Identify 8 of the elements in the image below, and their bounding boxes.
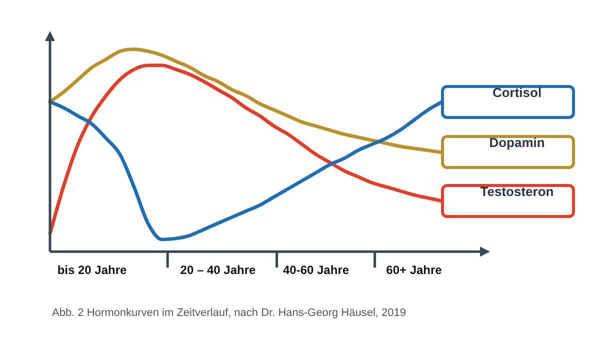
x-tick-label: bis 20 Jahre (57, 263, 128, 278)
text: Testosteron (479, 184, 555, 201)
caption: Abb. 2 Hormonkurven im Zeitverlauf, nach Dr. Hans-Georg Häusel, 2019 (52, 307, 406, 319)
x-tick-label: 20 – 40 Jahre (180, 263, 256, 278)
text: Dopamin (488, 135, 546, 152)
text: Cortisol (491, 84, 543, 102)
x-tick-label: 40-60 Jahre (282, 263, 350, 278)
x-tick-label: 60+ Jahre (386, 263, 442, 278)
